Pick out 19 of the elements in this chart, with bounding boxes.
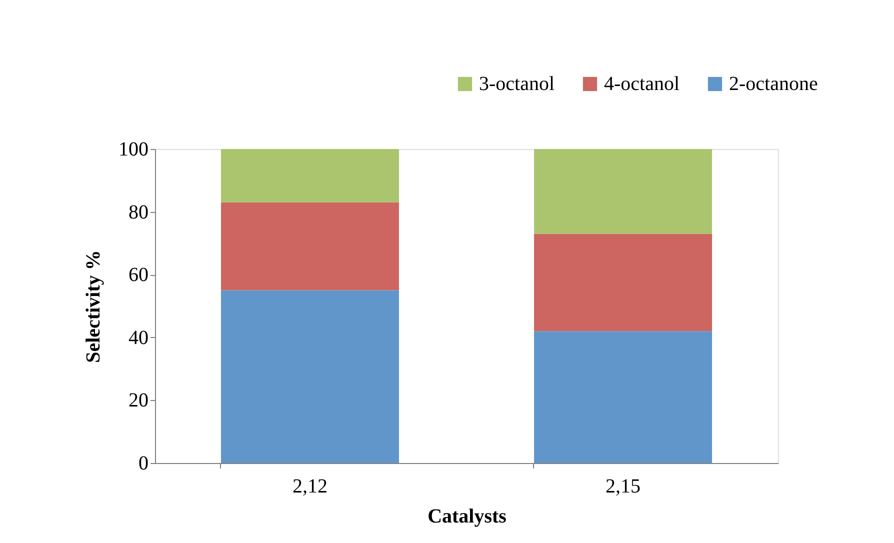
x-axis-title: Catalysts <box>428 506 507 528</box>
legend-label: 4-octanol <box>604 73 680 95</box>
y-tick-label: 80 <box>128 201 148 224</box>
bar <box>220 290 399 463</box>
bar <box>534 331 712 463</box>
y-tick-label: 0 <box>138 452 148 474</box>
bar <box>534 234 712 332</box>
legend-label: 3-octanol <box>479 73 555 95</box>
bar <box>220 149 399 202</box>
y-tick-label: 60 <box>128 264 148 286</box>
bar <box>534 149 712 234</box>
y-tick-label: 20 <box>128 390 148 412</box>
x-tick-label: 2,12 <box>292 476 328 498</box>
bar <box>220 202 399 290</box>
legend-label: 2-octanone <box>729 73 818 95</box>
y-tick-label: 40 <box>128 326 148 349</box>
x-tick-label: 2,15 <box>606 476 641 498</box>
y-axis-title: Selectivity % <box>82 250 104 363</box>
y-tick-label: 100 <box>118 138 148 160</box>
